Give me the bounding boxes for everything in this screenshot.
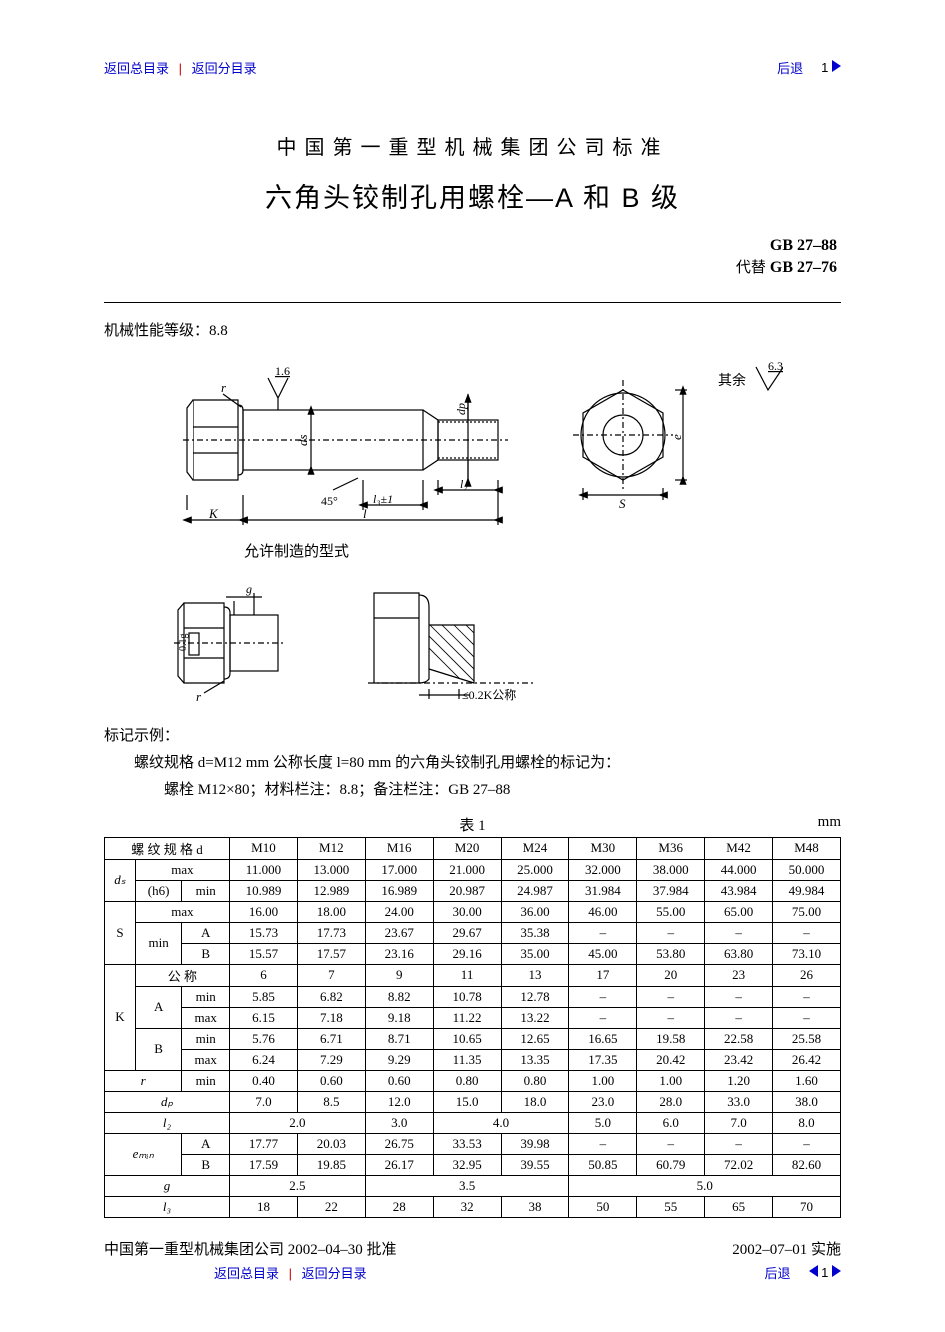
diagram-caption: 允许制造的型式 — [244, 540, 841, 561]
link-back-bottom[interactable]: 后退 — [765, 1263, 791, 1282]
svg-text:dp: dp — [454, 403, 468, 415]
organization-heading: 中国第一重型机械集团公司标准 — [104, 131, 841, 160]
document-title: 六角头铰制孔用螺栓—A 和 B 级 — [104, 176, 841, 215]
standard-block: GB 27–88 代替 GB 27–76 — [104, 235, 837, 280]
footer: 中国第一重型机械集团公司 2002–04–30 批准 2002–07–01 实施 — [104, 1238, 841, 1259]
svg-text:r: r — [221, 380, 227, 395]
bolt-diagram-main: r 1.6 ds dp l₂ l₃±1 — [104, 350, 841, 530]
next-page-icon[interactable] — [832, 60, 841, 72]
table-caption: 表 1 mm — [104, 814, 841, 835]
svg-text:45°: 45° — [321, 494, 338, 508]
mech-grade: 机械性能等级：8.8 — [104, 319, 841, 340]
svg-text:l₂: l₂ — [460, 477, 468, 491]
link-sub-index-bottom[interactable]: 返回分目录 — [302, 1266, 367, 1281]
marking-example: 标记示例： 螺纹规格 d=M12 mm 公称长度 l=80 mm 的六角头铰制孔… — [104, 723, 841, 804]
svg-text:其余: 其余 — [718, 372, 746, 389]
bolt-detail-diagrams: g 0.1g r — [164, 573, 841, 703]
page-number-top: 1 — [821, 60, 841, 75]
svg-text:1.6: 1.6 — [275, 364, 290, 378]
svg-text:ds: ds — [295, 434, 310, 446]
header-rule — [104, 302, 841, 303]
svg-text:l: l — [363, 506, 367, 521]
page-number-bottom: 1 — [809, 1265, 841, 1280]
svg-text:l₃±1: l₃±1 — [373, 492, 393, 506]
prev-page-icon[interactable] — [809, 1265, 818, 1277]
svg-text:S: S — [619, 496, 626, 511]
next-page-icon-bottom[interactable] — [832, 1265, 841, 1277]
svg-text:g: g — [246, 582, 252, 596]
standard-number: GB 27–88 — [770, 237, 837, 254]
spec-table: 螺 纹 规 格 dM10M12M16M20M24M30M36M42M48dₛma… — [104, 837, 841, 1218]
link-main-index-bottom[interactable]: 返回总目录 — [214, 1266, 279, 1281]
link-back[interactable]: 后退 — [777, 58, 803, 77]
svg-text:e: e — [669, 434, 684, 440]
nav-left: 返回总目录 | 返回分目录 — [104, 58, 257, 77]
nav-separator: | — [179, 61, 182, 76]
svg-text:K: K — [208, 506, 219, 521]
replaced-standard: GB 27–76 — [770, 259, 837, 276]
link-sub-index[interactable]: 返回分目录 — [192, 61, 257, 76]
svg-text:0.1g: 0.1g — [178, 633, 189, 651]
svg-text:6.3: 6.3 — [768, 359, 783, 373]
svg-text:≤0.2K公称: ≤0.2K公称 — [462, 688, 516, 702]
link-main-index[interactable]: 返回总目录 — [104, 61, 169, 76]
nav-separator-bottom: | — [289, 1266, 292, 1281]
svg-text:r: r — [196, 689, 202, 703]
